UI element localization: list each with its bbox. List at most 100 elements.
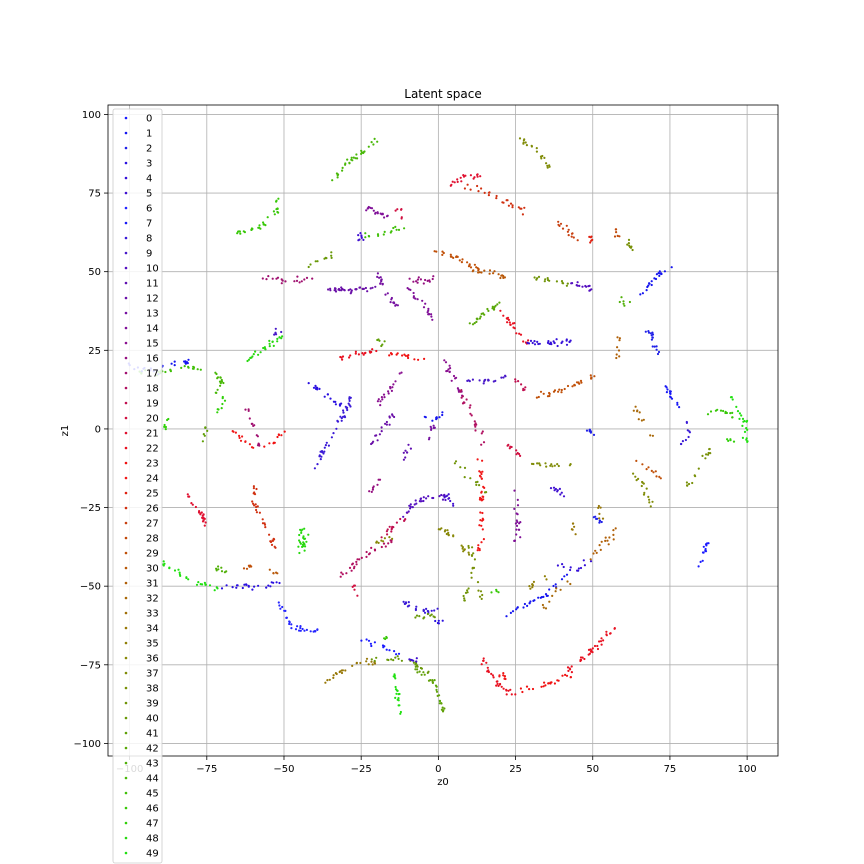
scatter-point: [253, 493, 257, 496]
scatter-point: [478, 595, 482, 598]
scatter-point: [348, 399, 351, 402]
legend-label: 3: [146, 159, 152, 170]
scatter-point: [238, 434, 241, 437]
legend-label: 47: [146, 819, 159, 830]
scatter-point: [178, 571, 181, 574]
scatter-point: [507, 318, 510, 321]
scatter-point: [552, 584, 555, 588]
scatter-point: [668, 390, 672, 393]
scatter-point: [337, 287, 341, 291]
scatter-point: [330, 256, 333, 259]
scatter-point: [705, 453, 708, 456]
scatter-point: [506, 321, 509, 324]
scatter-point: [456, 178, 459, 181]
scatter-point: [331, 179, 334, 182]
scatter-point: [472, 177, 475, 180]
scatter-point: [513, 507, 516, 510]
scatter-point: [437, 528, 440, 531]
scatter-point: [478, 317, 481, 320]
scatter-point: [343, 289, 346, 292]
scatter-point: [413, 358, 416, 361]
scatter-point: [641, 292, 645, 295]
scatter-point: [400, 659, 403, 662]
legend-marker: [124, 191, 128, 195]
scatter-point: [649, 332, 653, 335]
scatter-point: [341, 169, 344, 172]
scatter-point: [650, 280, 653, 283]
scatter-point: [383, 396, 386, 399]
x-tick-label: 0: [435, 764, 441, 775]
scatter-point: [316, 628, 319, 632]
scatter-point: [402, 515, 405, 518]
scatter-point: [560, 578, 564, 581]
scatter-point: [462, 594, 465, 598]
scatter-point: [367, 234, 370, 238]
scatter-point: [276, 435, 279, 439]
scatter-point: [386, 292, 389, 295]
scatter-point: [492, 676, 495, 679]
legend-label: 35: [146, 639, 159, 650]
scatter-point: [407, 510, 410, 513]
scatter-point: [187, 358, 190, 361]
scatter-point: [457, 390, 460, 393]
scatter-point: [383, 216, 386, 219]
scatter-point: [305, 628, 308, 632]
scatter-point: [409, 507, 412, 510]
scatter-point: [669, 392, 672, 395]
scatter-point: [237, 230, 241, 233]
scatter-point: [563, 575, 566, 578]
scatter-point: [599, 640, 603, 643]
scatter-point: [419, 497, 423, 500]
scatter-point: [412, 661, 415, 664]
legend-marker: [124, 656, 128, 660]
scatter-point: [512, 326, 515, 329]
scatter-point: [340, 571, 343, 574]
scatter-point: [650, 338, 654, 341]
scatter-point: [542, 606, 545, 609]
scatter-point: [277, 197, 280, 200]
legend-label: 41: [146, 729, 159, 740]
scatter-point: [666, 388, 669, 391]
scatter-point: [476, 549, 479, 552]
scatter-point: [434, 684, 438, 687]
scatter-point: [326, 393, 329, 396]
scatter-point: [453, 181, 456, 184]
scatter-point: [215, 372, 218, 376]
scatter-point: [548, 342, 551, 345]
scatter-point: [473, 322, 476, 325]
scatter-point: [376, 272, 379, 275]
scatter-point: [394, 685, 397, 689]
scatter-point: [177, 568, 180, 571]
scatter-point: [431, 681, 434, 684]
scatter-point: [559, 493, 562, 496]
scatter-point: [572, 522, 575, 525]
scatter-point: [564, 673, 567, 677]
scatter-point: [558, 388, 561, 391]
scatter-point: [589, 430, 593, 433]
scatter-point: [395, 353, 398, 356]
legend-marker: [124, 506, 128, 510]
legend-marker: [124, 791, 128, 795]
scatter-point: [247, 358, 251, 361]
scatter-point: [356, 157, 359, 160]
scatter-point: [473, 558, 476, 561]
scatter-point: [701, 559, 704, 562]
scatter-point: [569, 676, 573, 679]
legend-marker: [124, 476, 128, 480]
scatter-point: [492, 272, 495, 275]
scatter-point: [420, 500, 423, 503]
scatter-point: [399, 710, 402, 714]
scatter-point: [316, 463, 319, 466]
scatter-point: [649, 434, 652, 437]
scatter-point: [697, 565, 700, 568]
scatter-point: [544, 607, 548, 610]
scatter-point: [360, 236, 363, 239]
scatter-point: [631, 248, 634, 252]
grid: [108, 105, 778, 756]
scatter-point: [349, 396, 352, 399]
scatter-point: [481, 459, 484, 462]
legend-marker: [124, 206, 128, 210]
legend-marker: [124, 386, 128, 390]
scatter-point: [252, 446, 255, 449]
scatter-point: [566, 580, 569, 583]
